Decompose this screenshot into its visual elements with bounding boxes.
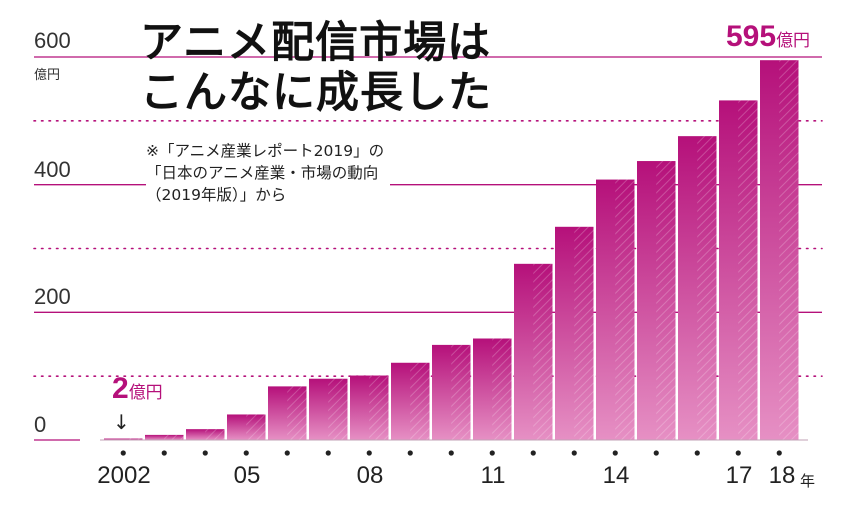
bar-2011	[473, 338, 512, 440]
bar-2009	[391, 362, 430, 440]
bar-hatch-2009	[410, 362, 430, 440]
x-tick-label-14: 14	[602, 462, 630, 489]
bar-2012	[514, 263, 553, 440]
bar-hatch-2014	[615, 179, 635, 440]
bar-2006	[268, 386, 307, 440]
bar-hatch-2006	[287, 386, 307, 440]
bar-hatch-2004	[205, 429, 225, 440]
bar-hatch-2016	[697, 136, 717, 441]
x-tick-dot-2008	[366, 450, 372, 456]
bar-hatch-2010	[451, 344, 471, 440]
x-tick-label-05: 05	[233, 462, 261, 489]
bar-2002	[104, 438, 143, 440]
x-tick-label-2002: 2002	[97, 462, 151, 489]
note-line-3: （2019年版）」から	[146, 186, 287, 204]
bar-2013	[555, 226, 594, 440]
x-tick-dot-2015	[653, 450, 659, 456]
x-tick-dot-2003	[161, 450, 167, 456]
last-value-unit: 億円	[776, 31, 811, 51]
bar-hatch-2017	[738, 100, 758, 440]
x-tick-label-08: 08	[356, 462, 384, 489]
x-tick-dot-2004	[202, 450, 208, 456]
bar-2004	[186, 429, 225, 440]
bar-hatch-2002	[123, 438, 143, 440]
y-tick-label-200: 200	[34, 284, 71, 309]
x-tick-dot-2010	[448, 450, 454, 456]
bar-2007	[309, 378, 348, 440]
bar-hatch-2005	[246, 414, 266, 440]
first-value-number: 2	[112, 372, 129, 405]
x-tick-dot-2018	[776, 450, 782, 456]
bar-hatch-2012	[533, 263, 553, 440]
chart-title: アニメ配信市場は こんなに成長した	[140, 18, 492, 118]
bar-2014	[596, 179, 635, 440]
source-note: ※「アニメ産業レポート2019」の 「日本のアニメ産業・市場の動向 （2019年…	[146, 140, 391, 206]
y-tick-label-600: 600	[34, 28, 71, 53]
bar-hatch-2018	[779, 60, 799, 441]
x-tick-dot-2013	[571, 450, 577, 456]
x-tick-label-18: 18	[768, 462, 796, 489]
bar-2005	[227, 414, 266, 440]
bar-hatch-2011	[492, 338, 512, 440]
x-tick-dot-2006	[284, 450, 290, 456]
x-tick-label-11: 11	[480, 462, 506, 489]
note-line-2: 「日本のアニメ産業・市場の動向	[146, 164, 379, 182]
x-tick-dot-2002	[120, 450, 126, 456]
last-value-number: 595	[726, 20, 777, 53]
y-axis-unit: 億円	[34, 68, 61, 83]
bar-2017	[719, 100, 758, 440]
x-tick-dot-2009	[407, 450, 413, 456]
title-line-2: こんなに成長した	[140, 68, 492, 118]
title-line-1: アニメ配信市場は	[140, 18, 492, 68]
x-tick-dot-2014	[612, 450, 618, 456]
bar-hatch-2015	[656, 161, 676, 440]
bar-2018	[760, 60, 799, 441]
bar-2003	[145, 434, 184, 440]
bar-2016	[678, 136, 717, 441]
x-tick-dot-2011	[489, 450, 495, 456]
y-tick-label-400: 400	[34, 157, 71, 182]
bar-hatch-2013	[574, 226, 594, 440]
x-tick-dot-2005	[243, 450, 249, 456]
bar-hatch-2007	[328, 378, 348, 440]
bar-2015	[637, 161, 676, 440]
bar-2008	[350, 375, 389, 440]
down-arrow-icon: ↓	[113, 410, 130, 434]
y-tick-label-0: 0	[34, 412, 47, 437]
first-value-unit: 億円	[128, 383, 163, 403]
bar-hatch-2003	[164, 434, 184, 440]
x-axis-unit: 年	[800, 472, 816, 490]
first-value-label: 2億円	[112, 372, 163, 406]
last-value-label: 595億円	[726, 20, 810, 54]
x-tick-dot-2017	[735, 450, 741, 456]
bar-hatch-2008	[369, 375, 389, 440]
x-tick-dot-2007	[325, 450, 331, 456]
x-tick-dot-2016	[694, 450, 700, 456]
x-tick-dot-2012	[530, 450, 536, 456]
note-line-1: ※「アニメ産業レポート2019」の	[146, 142, 385, 160]
bar-2010	[432, 344, 471, 440]
x-tick-label-17: 17	[725, 462, 753, 489]
